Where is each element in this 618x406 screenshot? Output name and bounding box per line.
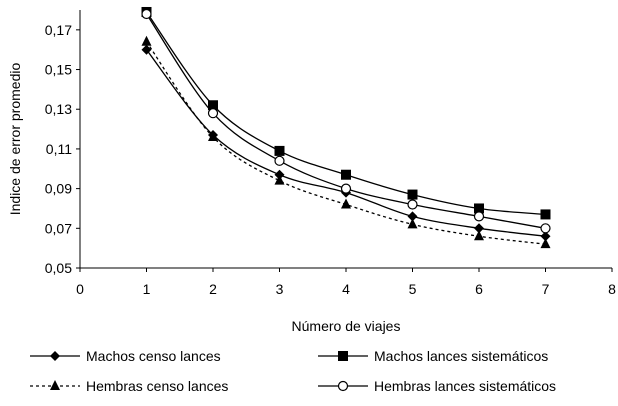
y-tick-label: 0,07 (45, 220, 72, 236)
y-axis-title: Indice de error promedio (7, 63, 23, 216)
data-point (407, 211, 418, 222)
x-tick-label: 8 (608, 281, 616, 297)
data-point (208, 131, 218, 142)
series-diamond (141, 44, 551, 242)
series-line (145, 41, 546, 245)
x-tick-label: 5 (409, 281, 417, 297)
data-point (407, 199, 418, 210)
data-point (341, 198, 351, 209)
data-point (407, 189, 418, 200)
legend-item: Hembras censo lances (30, 378, 228, 394)
y-tick-label: 0,11 (46, 141, 72, 157)
x-axis-title: Número de viajes (292, 318, 401, 334)
data-point (274, 155, 285, 166)
x-tick-label: 4 (342, 281, 350, 297)
legend-marker (337, 380, 349, 392)
legend-label: Hembras censo lances (86, 378, 228, 394)
data-point (474, 230, 484, 241)
data-point (208, 100, 218, 111)
data-point (274, 145, 285, 156)
y-tick-label: 0,17 (45, 22, 72, 38)
x-tick-label: 0 (76, 281, 84, 297)
data-point (540, 223, 551, 234)
data-point (473, 211, 485, 222)
y-tick-label: 0,05 (45, 260, 72, 276)
data-point (474, 203, 484, 214)
legend-item: Hembras lances sistemáticos (318, 378, 556, 394)
chart-axes (79, 10, 612, 269)
legend-marker (50, 380, 60, 390)
y-tick-label: 0,13 (45, 101, 72, 117)
legend-item: Machos censo lances (30, 348, 221, 364)
legend-label: Machos lances sistemáticos (374, 348, 548, 364)
data-point (274, 174, 285, 185)
legend-marker (338, 351, 348, 361)
x-tick-label: 2 (209, 281, 217, 297)
y-tick-label: 0,15 (45, 62, 72, 78)
legend: Machos censo lances Machos lances sistemá… (30, 348, 556, 394)
legend-label: Machos censo lances (86, 348, 221, 364)
x-tick-label: 1 (143, 281, 151, 297)
plot-area (141, 6, 551, 249)
y-tick-label: 0,09 (45, 181, 72, 197)
x-tick-label: 6 (475, 281, 483, 297)
data-point (141, 8, 152, 20)
data-point (474, 223, 484, 234)
data-point (340, 183, 352, 194)
data-point (407, 218, 418, 229)
series-circle (141, 8, 551, 234)
legend-label: Hembras lances sistemáticos (374, 378, 556, 394)
x-tick-label: 3 (276, 281, 284, 297)
x-tick-label: 7 (542, 281, 550, 297)
data-point (207, 108, 219, 119)
data-point (540, 231, 551, 242)
data-point (341, 169, 351, 180)
legend-marker (50, 351, 60, 361)
data-point (141, 35, 152, 46)
data-point (540, 209, 551, 220)
data-point (141, 44, 152, 55)
legend-item: Machos lances sistemáticos (318, 348, 548, 364)
x-axis-ticks: 0 1 2 3 4 5 6 7 8 (76, 268, 616, 297)
y-axis-ticks: 0,05 0,07 0,09 0,11 0,13 0,15 0,17 (45, 22, 80, 276)
series-triangle (141, 35, 551, 249)
data-point (540, 238, 551, 249)
